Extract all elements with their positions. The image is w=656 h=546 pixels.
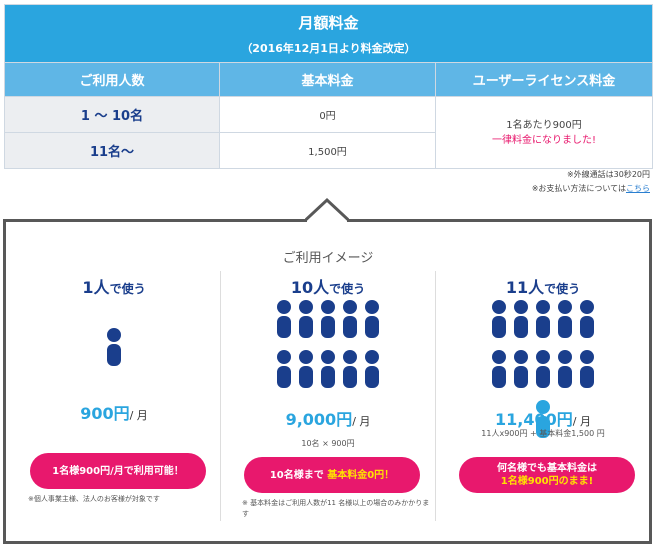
people-illustration — [8, 328, 220, 408]
pricing-table: 月額料金 （2016年12月1日より料金改定） ご利用人数 基本料金 ユーザーラ… — [4, 4, 653, 169]
person-icon — [321, 350, 335, 388]
box-border-top-right — [347, 219, 652, 222]
column-divider — [435, 271, 436, 521]
monthly-price: 11,400円/ 月 — [495, 410, 591, 429]
person-icon — [536, 400, 550, 438]
footnotes: ※外線通話は30秒20円 ※お支払い方法についてはこちら — [532, 168, 650, 196]
table-subtitle: （2016年12月1日より料金改定） — [241, 41, 416, 55]
person-icon — [580, 300, 594, 338]
table-row: 11名～ 1,500円 — [4, 132, 653, 169]
usage-heading: 1人で使う — [82, 278, 146, 297]
row-users-label: 1 ～ 10名 — [4, 96, 220, 133]
person-icon — [514, 300, 528, 338]
person-icon — [321, 300, 335, 338]
price-breakdown: 11人x900円 + 基本料金1,500 円 — [481, 429, 605, 438]
person-icon — [558, 300, 572, 338]
table-header: 月額料金 （2016年12月1日より料金改定） — [4, 4, 653, 63]
monthly-price: 900円/ 月 — [80, 404, 148, 423]
person-icon — [580, 350, 594, 388]
cta-badge: 何名様でも基本料金は 1名様900円のまま! — [459, 457, 635, 493]
person-icon — [514, 350, 528, 388]
person-icon — [343, 350, 357, 388]
payment-note: ※お支払い方法についてはこちら — [531, 184, 650, 193]
payment-methods-link[interactable]: こちら — [626, 184, 650, 193]
usage-column-10-people: 10人で使う 9,000円/ 月 10名 × 900円 10名様まで 基本料金0… — [222, 274, 434, 534]
pointer-notch — [305, 197, 349, 222]
person-icon — [492, 350, 506, 388]
row-users-label: 11名～ — [4, 132, 220, 169]
license-fee-text: 1名あたり900円 — [506, 119, 582, 131]
column-header-license-fee: ユーザーライセンス料金 — [435, 62, 653, 97]
usage-image-box — [3, 219, 652, 544]
person-icon — [299, 300, 313, 338]
person-icon — [365, 350, 379, 388]
person-icon — [277, 350, 291, 388]
cta-badge: 1名様900円/月で利用可能！ — [30, 453, 206, 489]
table-row: 1 ～ 10名 0円 1名あたり900円 一律料金になりました! — [4, 96, 653, 169]
usage-heading: 11人で使う — [505, 278, 581, 297]
usage-column-1-person: 1人で使う 900円/ 月 1名様900円/月で利用可能！ ※個人事業主様、法人… — [8, 274, 220, 534]
usage-heading: 10人で使う — [290, 278, 366, 297]
usage-column-11-people: 11人で使う 11,400円/ 月 11人x900円 + 基本料金1,500 円… — [437, 274, 649, 534]
usage-image-title: ご利用イメージ — [282, 251, 374, 266]
person-icon — [536, 350, 550, 388]
people-illustration — [222, 300, 434, 400]
license-fee-highlight: 一律料金になりました! — [491, 134, 596, 146]
table-title: 月額料金 — [298, 13, 359, 32]
box-border-top-left — [3, 219, 307, 222]
monthly-price: 9,000円/ 月 — [285, 410, 371, 429]
call-rate-note: ※外線通話は30秒20円 — [566, 170, 650, 179]
person-icon — [558, 350, 572, 388]
column-header-users: ご利用人数 — [4, 62, 220, 97]
person-icon — [299, 350, 313, 388]
person-icon — [343, 300, 357, 338]
cta-badge: 10名様まで 基本料金0円！ — [244, 457, 420, 493]
price-breakdown: 10名 × 900円 — [301, 439, 355, 448]
people-illustration — [437, 300, 649, 438]
person-icon — [107, 328, 121, 366]
person-icon — [277, 300, 291, 338]
person-icon — [536, 300, 550, 338]
license-fee-cell: 1名あたり900円 一律料金になりました! — [435, 96, 653, 169]
fine-print: ※ 基本料金はご利用人数が11 名様以上の場合のみかかります — [242, 499, 430, 518]
person-icon — [492, 300, 506, 338]
row-base-fee: 1,500円 — [219, 132, 436, 169]
column-header-base-fee: 基本料金 — [219, 62, 436, 97]
column-divider — [220, 271, 221, 521]
person-icon — [365, 300, 379, 338]
row-base-fee: 0円 — [219, 96, 436, 133]
fine-print: ※個人事業主様、法人のお客様が対象です — [28, 495, 160, 503]
